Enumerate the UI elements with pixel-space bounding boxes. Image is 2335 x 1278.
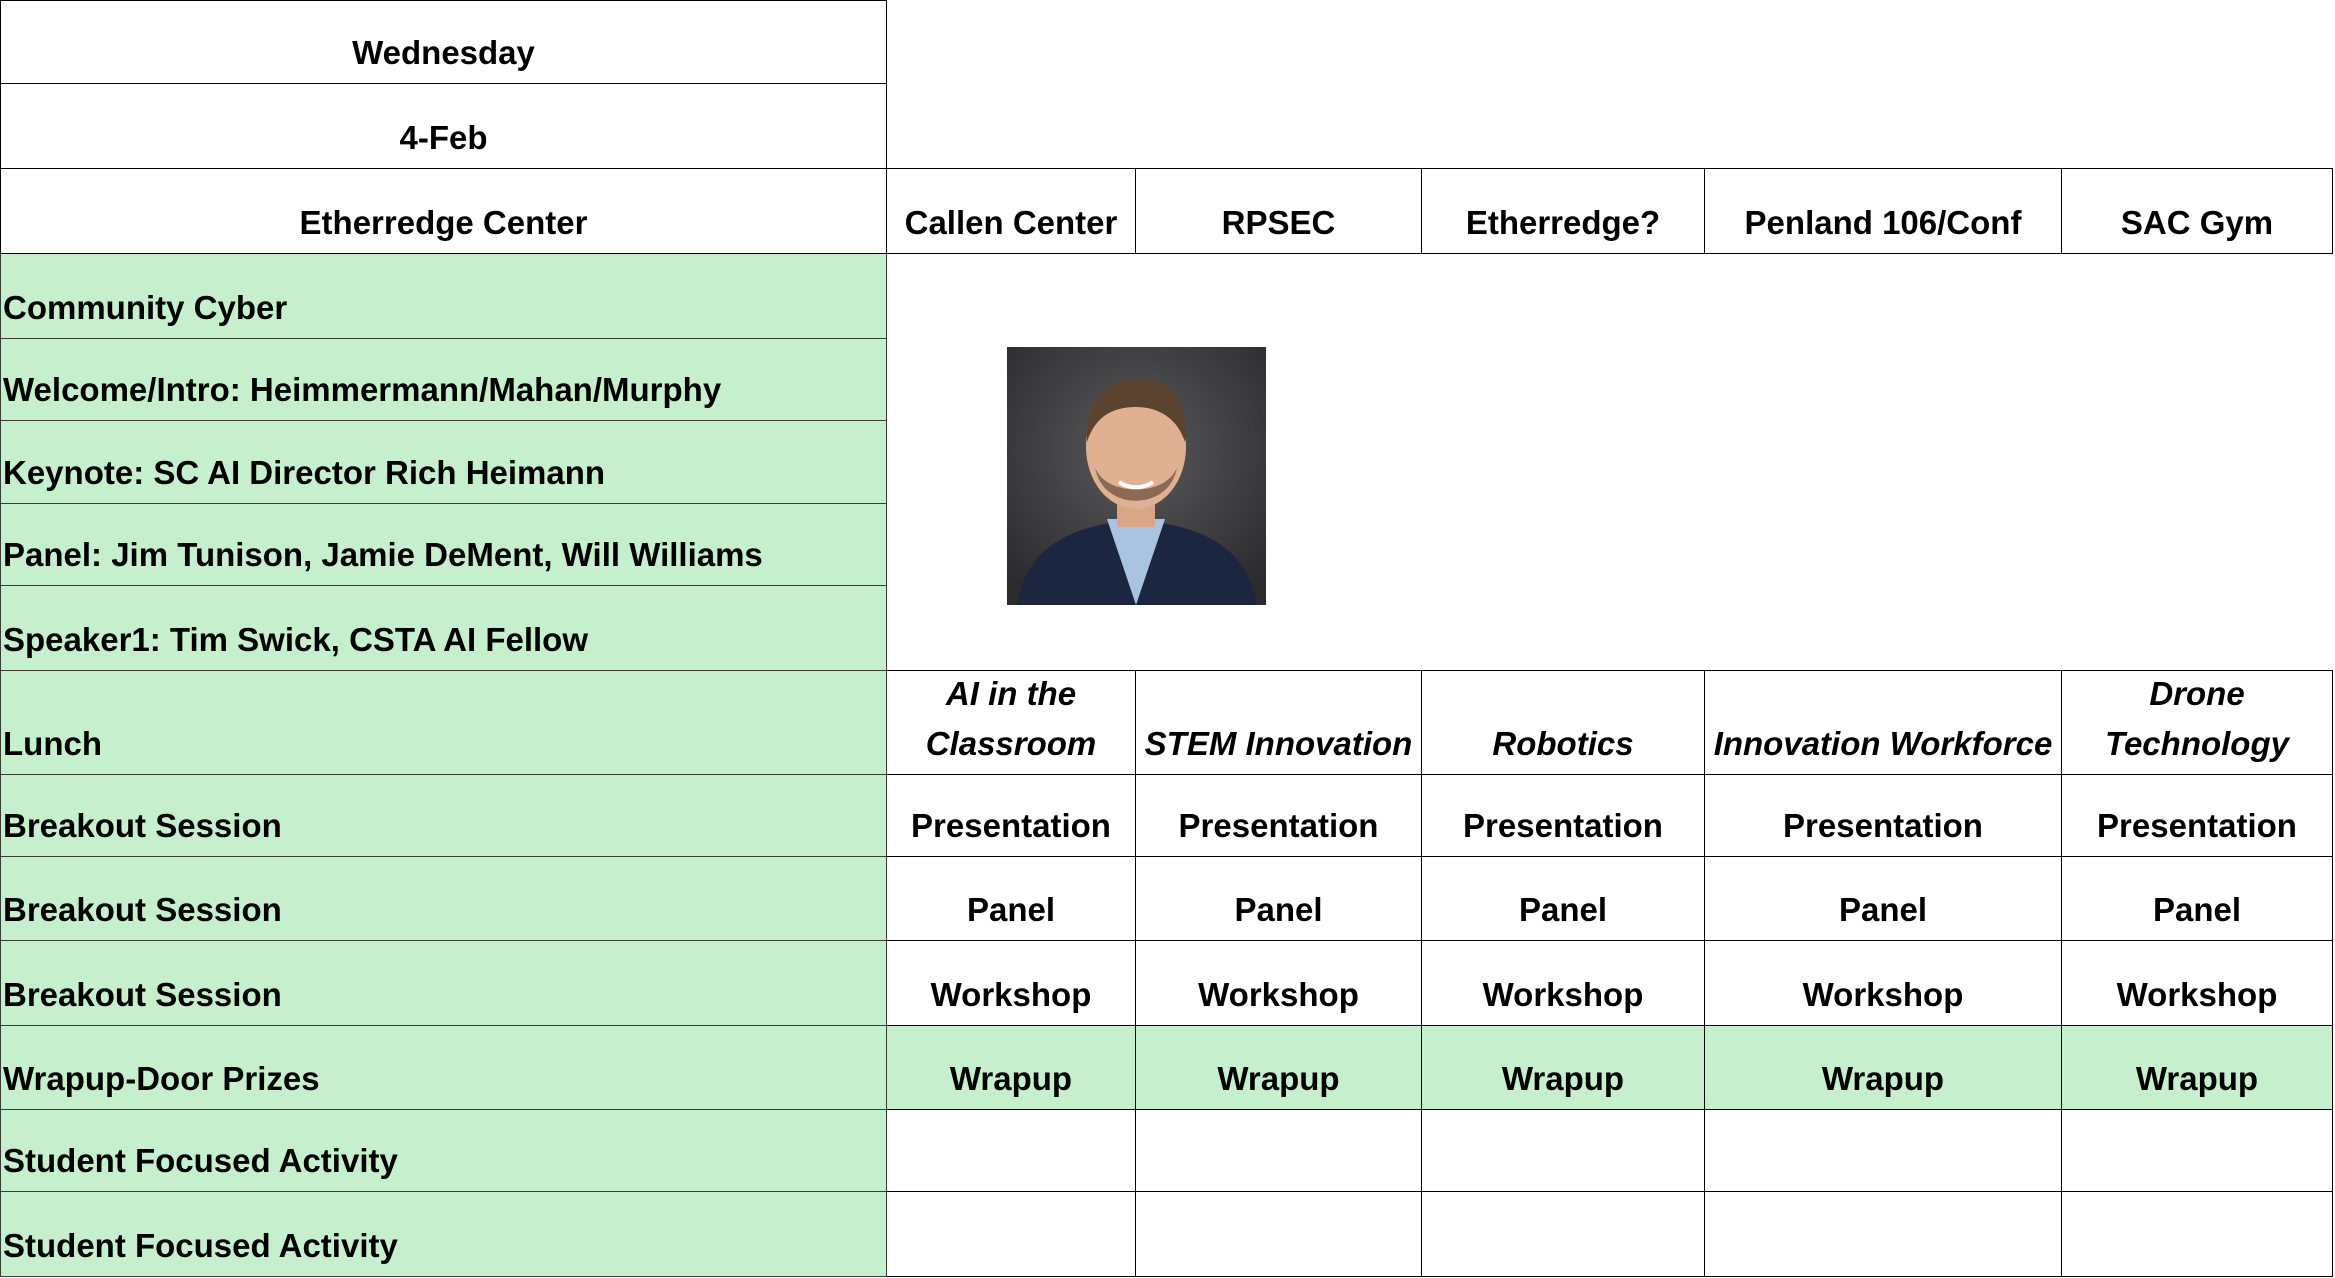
empty-cell [2061,1191,2333,1277]
session-cell: Wrapup [886,1025,1136,1110]
session-cell: Wrapup [1135,1025,1422,1110]
session-cell: Wrapup [2061,1025,2333,1110]
day-header: Wednesday [0,0,887,84]
session-cell: Panel [886,856,1136,941]
agenda-item: Lunch [0,670,887,775]
room-header: Etherredge Center [0,168,887,254]
room-header: SAC Gym [2061,168,2333,254]
empty-cell [1704,1191,2062,1277]
session-cell: Workshop [1135,940,1422,1026]
session-cell: Panel [2061,856,2333,941]
agenda-item: Breakout Session [0,940,887,1026]
room-header: Penland 106/Conf [1704,168,2062,254]
track-header: Robotics [1421,670,1705,775]
date-header: 4-Feb [0,83,887,169]
room-header: Etherredge? [1421,168,1705,254]
agenda-item: Student Focused Activity [0,1109,887,1192]
session-cell: Workshop [1704,940,2062,1026]
agenda-item: Welcome/Intro: Heimmermann/Mahan/Murphy [0,338,887,421]
session-cell: Presentation [1135,774,1422,857]
empty-cell [1135,1109,1422,1192]
session-cell: Workshop [886,940,1136,1026]
empty-cell [2061,1109,2333,1192]
speaker-photo [1007,347,1266,605]
agenda-item: Keynote: SC AI Director Rich Heimann [0,420,887,504]
room-header: RPSEC [1135,168,1422,254]
agenda-item: Speaker1: Tim Swick, CSTA AI Fellow [0,585,887,671]
empty-cell [1421,1191,1705,1277]
session-cell: Presentation [1421,774,1705,857]
agenda-item: Student Focused Activity [0,1191,887,1277]
track-header: AI in the Classroom [886,670,1136,775]
track-header: Innovation Workforce [1704,670,2062,775]
session-cell: Panel [1135,856,1422,941]
agenda-item: Breakout Session [0,856,887,941]
session-cell: Wrapup [1704,1025,2062,1110]
session-cell: Presentation [2061,774,2333,857]
empty-cell [1135,1191,1422,1277]
track-header: STEM Innovation [1135,670,1422,775]
room-header: Callen Center [886,168,1136,254]
session-cell: Wrapup [1421,1025,1705,1110]
empty-cell [1704,1109,2062,1192]
session-cell: Presentation [1704,774,2062,857]
track-header: Drone Technology [2061,670,2333,775]
session-cell: Workshop [2061,940,2333,1026]
empty-cell [886,1109,1136,1192]
session-cell: Workshop [1421,940,1705,1026]
session-cell: Panel [1704,856,2062,941]
empty-cell [1421,1109,1705,1192]
session-cell: Panel [1421,856,1705,941]
empty-cell [886,1191,1136,1277]
agenda-item: Panel: Jim Tunison, Jamie DeMent, Will W… [0,503,887,586]
agenda-item: Community Cyber [0,253,887,339]
session-cell: Presentation [886,774,1136,857]
agenda-item: Breakout Session [0,774,887,857]
agenda-item: Wrapup-Door Prizes [0,1025,887,1110]
